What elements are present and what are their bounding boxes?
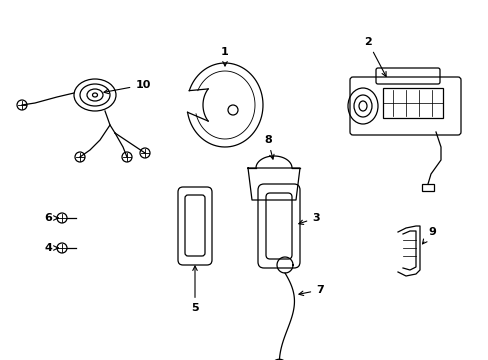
Text: 1: 1	[221, 47, 228, 66]
Text: 5: 5	[191, 266, 199, 313]
Bar	[382, 88, 442, 118]
Text: 4: 4	[44, 243, 58, 253]
Text: 6: 6	[44, 213, 58, 223]
Text: 2: 2	[364, 37, 386, 76]
Text: 7: 7	[298, 285, 323, 296]
Text: 9: 9	[422, 227, 435, 244]
Bar	[421, 184, 433, 191]
Text: 3: 3	[298, 213, 319, 224]
Text: 8: 8	[264, 135, 273, 159]
Text: 10: 10	[104, 80, 150, 94]
